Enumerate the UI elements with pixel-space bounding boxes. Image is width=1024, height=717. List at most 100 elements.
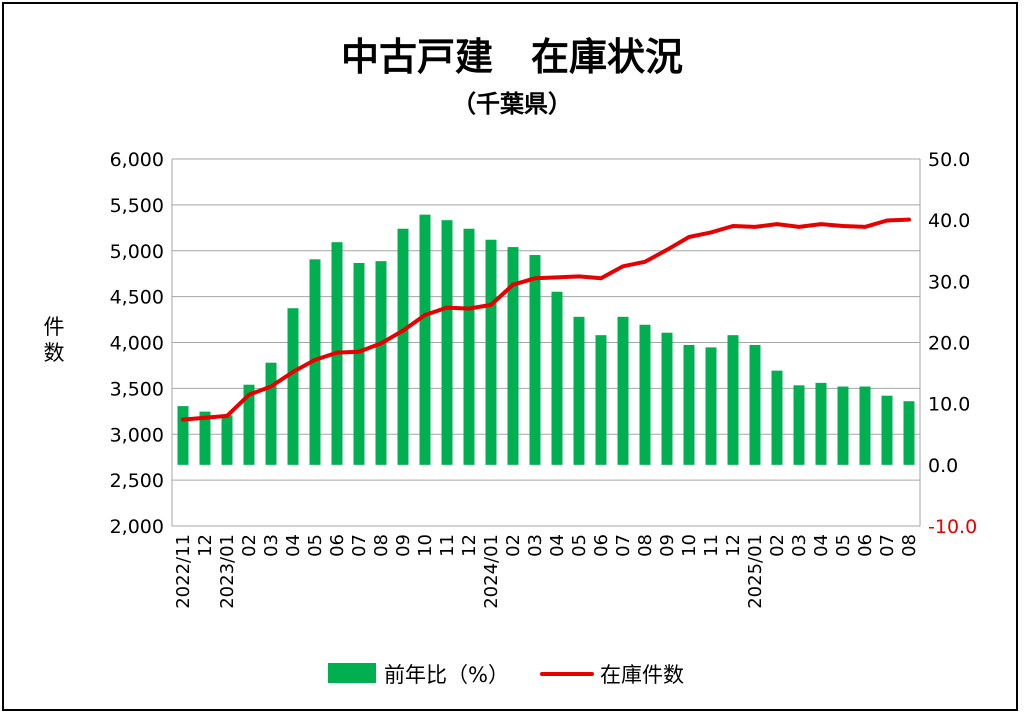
right-tick-label: 10.0 — [928, 394, 970, 416]
line-point — [665, 248, 669, 252]
y-axis-label: 件数 — [44, 315, 65, 365]
bar — [771, 370, 783, 465]
right-tick-label: 30.0 — [928, 271, 970, 293]
line-point — [885, 218, 889, 223]
bar — [375, 261, 387, 465]
line-series — [181, 217, 911, 422]
legend-swatch-bar — [328, 663, 376, 683]
x-tick-label: 06 — [855, 534, 876, 557]
x-axis: 2022/11 12 2023/01 02 03 04 05 06 07 08 09 10 11 12 20… — [173, 534, 920, 609]
legend-label-line: 在庫件数 — [600, 663, 684, 687]
line-point — [775, 222, 779, 226]
left-tick-label: 5,500 — [110, 195, 164, 217]
bar — [419, 214, 431, 465]
x-tick-label: 08 — [899, 534, 920, 557]
bar — [485, 239, 497, 465]
bar — [727, 335, 739, 465]
left-tick-label: 2,500 — [110, 470, 164, 492]
bar — [463, 228, 475, 465]
x-tick-label: 07 — [877, 534, 898, 557]
line-point — [511, 282, 515, 287]
bar — [265, 362, 277, 465]
bar — [903, 401, 915, 465]
bar — [353, 262, 365, 465]
x-tick-label: 04 — [547, 534, 568, 557]
x-tick-label: 03 — [525, 534, 546, 557]
bar — [837, 386, 849, 465]
bar — [551, 291, 563, 465]
chart-subtitle: （千葉県） — [452, 90, 572, 118]
line-point — [621, 264, 625, 269]
line-point — [533, 276, 537, 281]
line-point — [687, 235, 691, 239]
x-tick-label: 04 — [283, 534, 304, 557]
bar — [881, 395, 893, 465]
line-point — [313, 358, 317, 362]
left-tick-label: 3,500 — [110, 378, 164, 400]
bar — [243, 384, 255, 465]
x-tick-label: 11 — [701, 534, 722, 557]
bar — [683, 344, 695, 465]
x-tick-label: 05 — [833, 534, 854, 557]
line-point — [181, 417, 185, 422]
line-point — [423, 313, 427, 317]
line-point — [753, 225, 757, 229]
x-tick-label: 06 — [327, 534, 348, 557]
x-tick-label: 04 — [811, 534, 832, 557]
right-tick-label: 40.0 — [928, 210, 970, 232]
line-point — [907, 217, 911, 222]
bar-series — [177, 214, 915, 465]
x-tick-label: 12 — [195, 534, 216, 557]
bar — [705, 347, 717, 465]
y-axis-label-char: 数 — [44, 341, 65, 365]
line-path — [181, 217, 911, 422]
x-tick-label: 2025/01 — [745, 534, 766, 609]
bar — [177, 406, 189, 465]
x-tick-label: 07 — [613, 534, 634, 557]
x-tick-label: 12 — [459, 534, 480, 557]
x-tick-label: 07 — [349, 534, 370, 557]
left-tick-label: 2,000 — [110, 516, 164, 538]
x-tick-label: 05 — [305, 534, 326, 557]
line-point — [203, 415, 207, 420]
bar — [815, 382, 827, 465]
line-point — [819, 222, 823, 226]
legend: 前年比（%） 在庫件数 — [328, 663, 684, 687]
bar — [749, 344, 761, 465]
bar — [859, 386, 871, 465]
left-tick-label: 5,000 — [110, 241, 164, 263]
line-point — [797, 225, 801, 229]
bar — [595, 335, 607, 465]
x-tick-label: 06 — [591, 534, 612, 557]
line-point — [269, 384, 273, 389]
line-point — [467, 306, 471, 311]
line-point — [709, 230, 713, 235]
x-tick-label: 02 — [767, 534, 788, 557]
right-tick-label: 50.0 — [928, 149, 970, 171]
line-point — [863, 225, 867, 229]
line-point — [247, 392, 251, 397]
line-point — [401, 328, 405, 333]
x-tick-label: 11 — [437, 534, 458, 557]
line-point — [555, 275, 559, 280]
bar — [793, 385, 805, 465]
x-tick-label: 10 — [679, 534, 700, 557]
bar — [199, 411, 211, 465]
x-tick-label: 05 — [569, 534, 590, 557]
right-tick-label: 20.0 — [928, 333, 970, 355]
x-tick-label: 12 — [723, 534, 744, 557]
x-tick-label: 2023/01 — [217, 534, 238, 609]
right-tick-label: 0.0 — [928, 455, 958, 477]
bar — [287, 308, 299, 465]
line-point — [841, 224, 845, 228]
legend-label-bar: 前年比（%） — [384, 663, 509, 687]
bar — [397, 228, 409, 465]
bar — [617, 316, 629, 465]
line-point — [291, 370, 295, 374]
bar — [573, 316, 585, 465]
line-point — [335, 350, 339, 355]
left-tick-label: 4,000 — [110, 333, 164, 355]
gridlines — [171, 158, 921, 527]
x-tick-label: 09 — [657, 534, 678, 557]
bar — [221, 415, 233, 465]
